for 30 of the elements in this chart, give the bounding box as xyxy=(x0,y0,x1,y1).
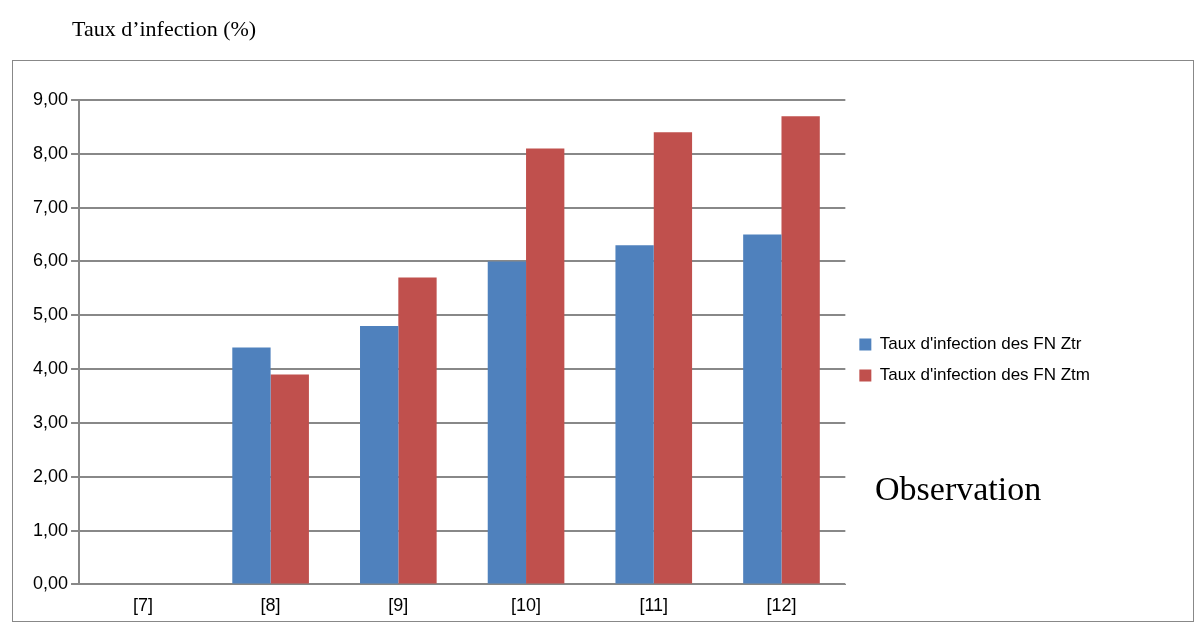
bar xyxy=(526,148,565,584)
bar xyxy=(653,132,693,584)
y-tick-label: 6,00 xyxy=(32,250,69,271)
x-tick-label: [12] xyxy=(766,595,797,616)
bar xyxy=(360,326,399,584)
x-tick-label: [11] xyxy=(639,595,669,616)
y-axis-title: Taux d’infection (%) xyxy=(72,16,257,42)
x-tick-label: [8] xyxy=(260,595,281,616)
y-tick-label: 7,00 xyxy=(32,196,69,217)
x-tick-label: [7] xyxy=(132,595,153,616)
y-tick-label: 8,00 xyxy=(32,142,69,163)
bar xyxy=(743,234,782,584)
y-tick-label: 0,00 xyxy=(32,573,69,594)
y-tick-label: 2,00 xyxy=(32,465,69,486)
y-tick-label: 4,00 xyxy=(32,358,69,379)
bar xyxy=(781,116,820,584)
legend-label: Taux d'infection des FN Ztr xyxy=(879,334,1082,354)
y-tick-label: 9,00 xyxy=(32,88,69,109)
bar xyxy=(232,347,271,584)
bar xyxy=(398,277,437,584)
y-tick-label: 3,00 xyxy=(32,411,69,432)
bar xyxy=(487,261,527,584)
x-axis-title: Observation xyxy=(875,470,1042,508)
bar xyxy=(615,245,654,584)
x-tick-label: [10] xyxy=(511,595,542,616)
legend-label: Taux d'infection des FN Ztm xyxy=(879,365,1091,385)
bar xyxy=(270,374,309,584)
x-tick-label: [9] xyxy=(388,595,409,616)
y-tick-label: 1,00 xyxy=(32,519,69,540)
y-tick-label: 5,00 xyxy=(32,304,69,325)
